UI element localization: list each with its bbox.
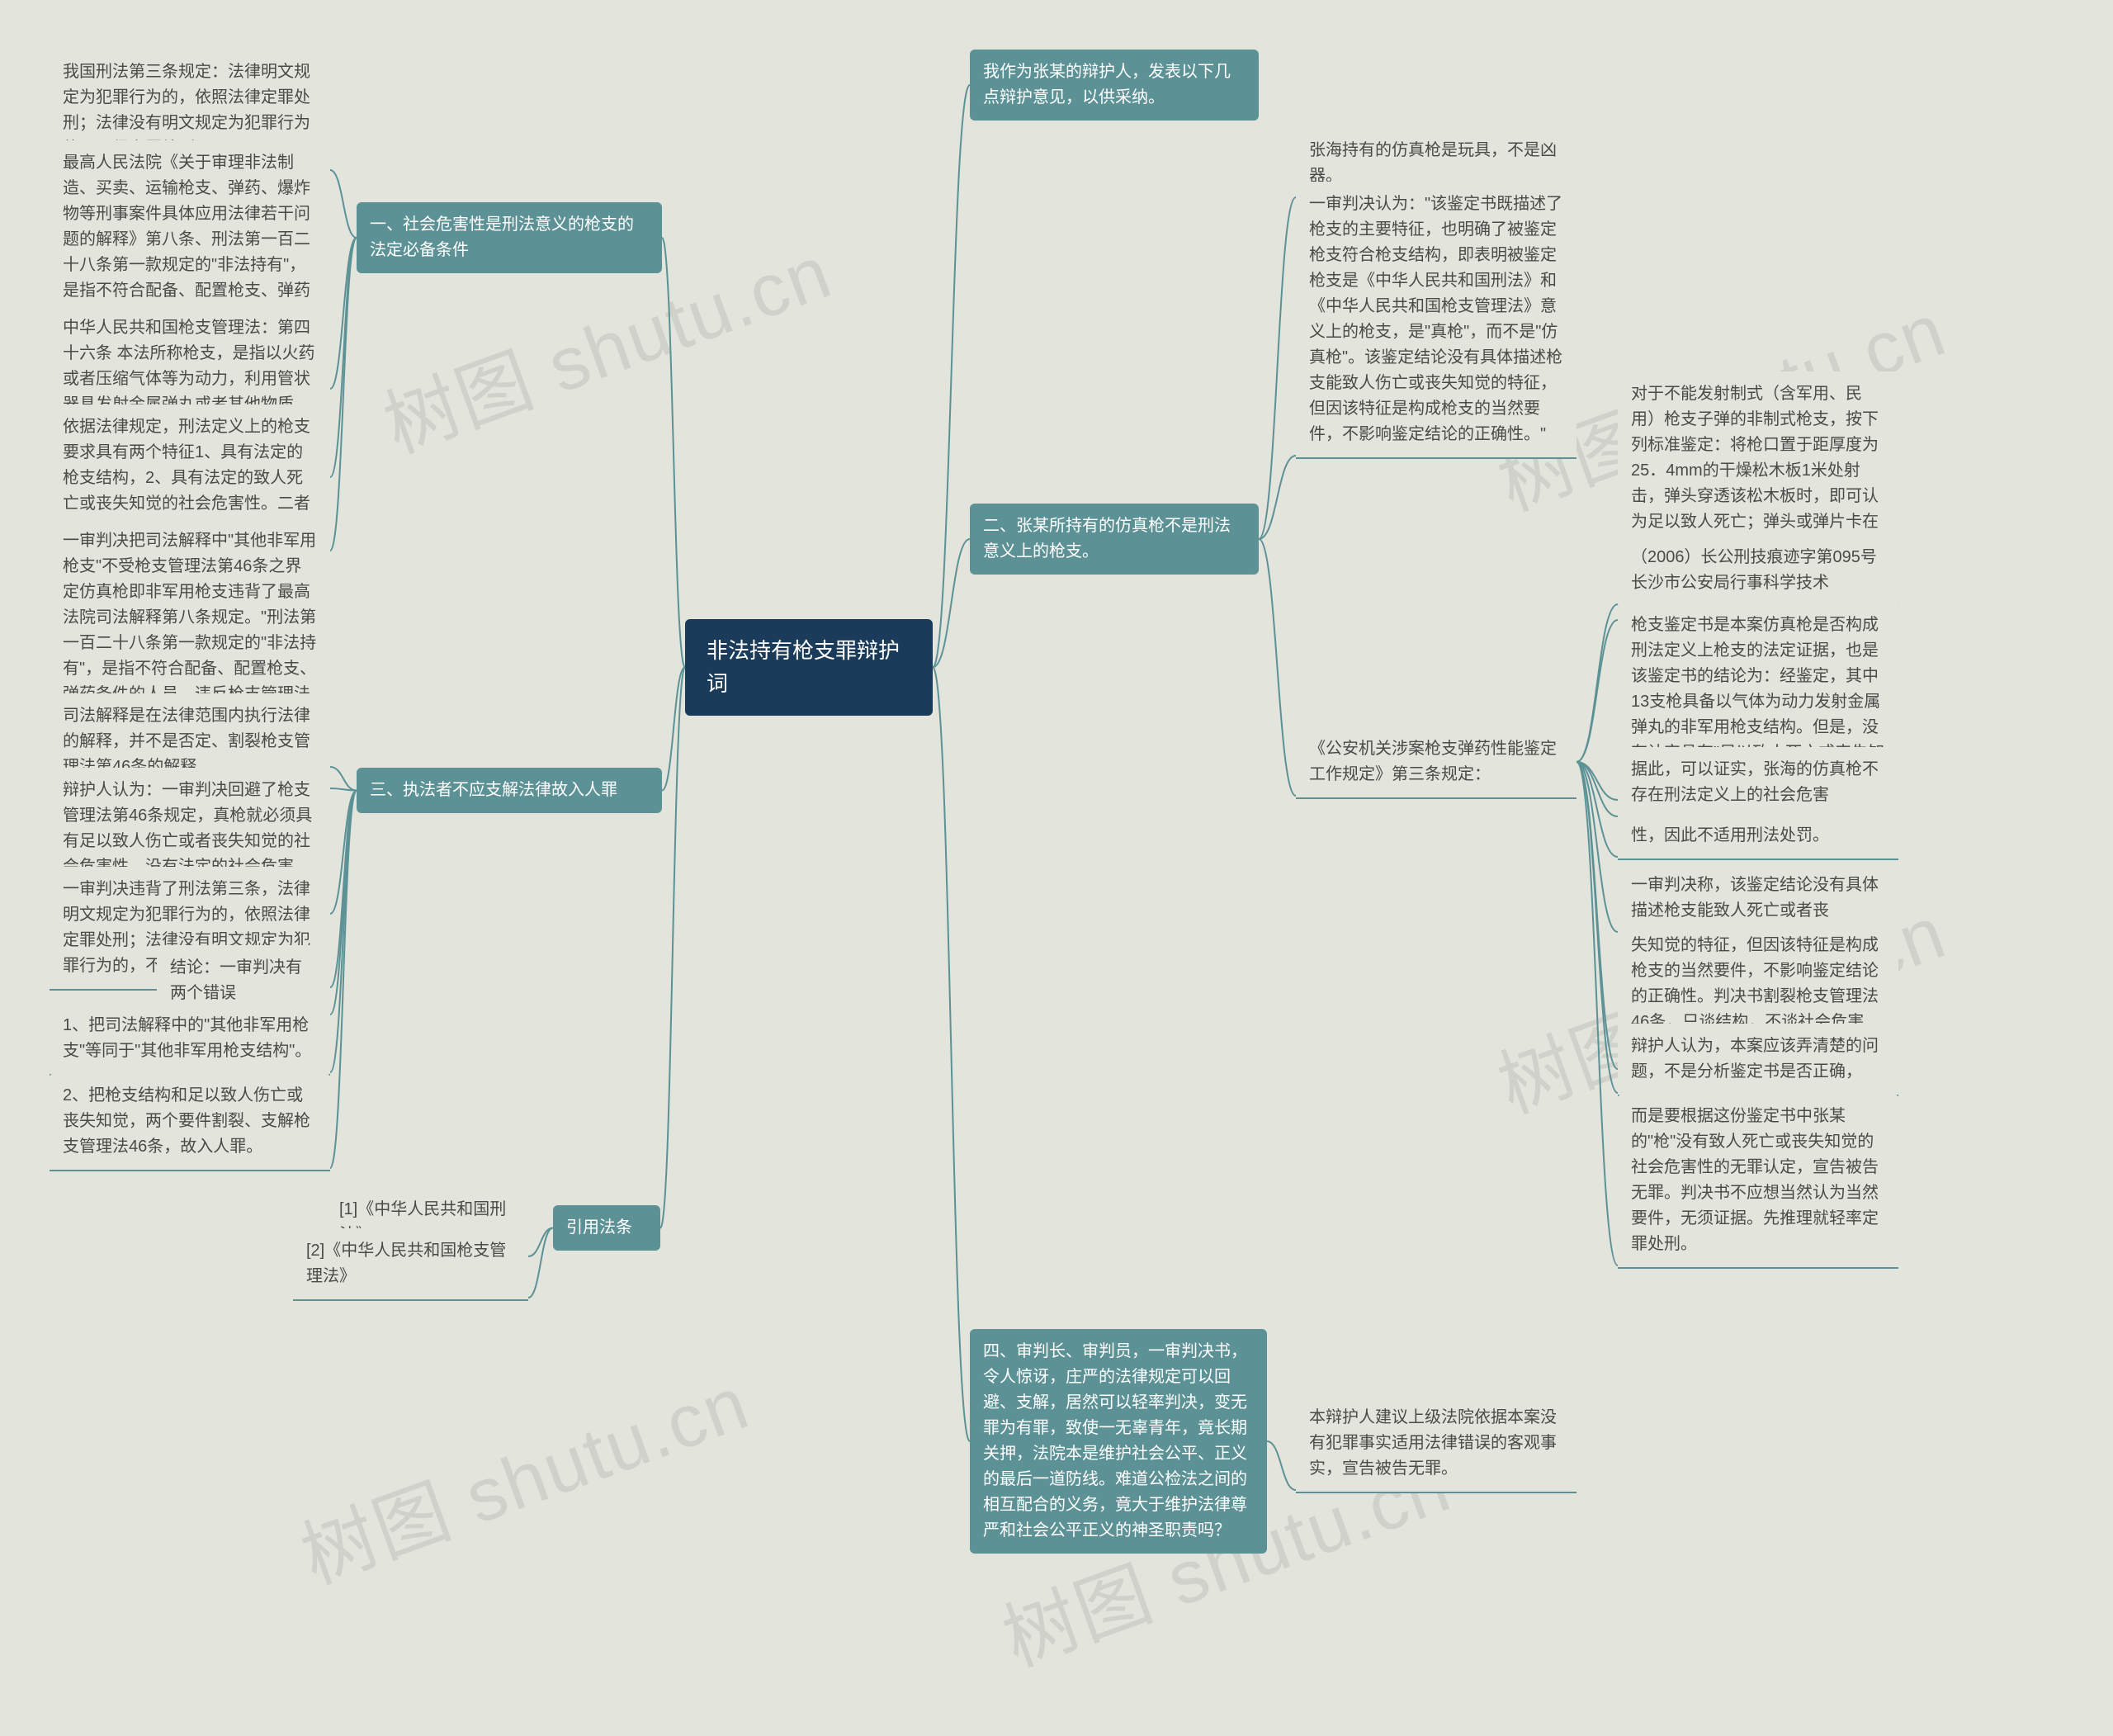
leaf-r2c4: 据此，可以证实，张海的仿真枪不存在刑法定义上的社会危害	[1618, 747, 1898, 818]
leaf-ref-b: [2]《中华人民共和国枪支管理法》	[293, 1228, 528, 1299]
root-node: 非法持有枪支罪辩护词	[685, 619, 933, 716]
leaf-r2c9: 而是要根据这份鉴定书中张某的"枪"没有致人死亡或丧失知觉的社会危害性的无罪认定，…	[1618, 1094, 1898, 1267]
branch-r2: 二、张某所持有的仿真枪不是刑法意义上的枪支。	[970, 504, 1259, 575]
leaf-l3f: 1、把司法解释中的"其他非军用枪支"等同于"其他非军用枪支结构"。	[50, 1003, 330, 1074]
branch-r4: 四、审判长、审判员，一审判决书，令人惊讶，庄严的法律规定可以回避、支解，居然可以…	[970, 1329, 1267, 1554]
leaf-r4a: 本辩护人建议上级法院依据本案没有犯罪事实适用法律错误的客观事实，宣告被告无罪。	[1296, 1395, 1576, 1492]
branch-ref: 引用法条	[553, 1205, 660, 1251]
leaf-r2c5: 性，因此不适用刑法处罚。	[1618, 813, 1898, 859]
leaf-r2c2: （2006）长公刑技痕迹字第095号长沙市公安局行事科学技术	[1618, 535, 1898, 606]
leaf-r2c: 《公安机关涉案枪支弹药性能鉴定工作规定》第三条规定：	[1296, 726, 1576, 797]
leaf-l3g: 2、把枪支结构和足以致人伤亡或丧失知觉，两个要件割裂、支解枪支管理法46条，故入…	[50, 1073, 330, 1170]
leaf-r2c8: 辩护人认为，本案应该弄清楚的问题，不是分析鉴定书是否正确，	[1618, 1024, 1898, 1095]
branch-r0: 我作为张某的辩护人，发表以下几点辩护意见，以供采纳。	[970, 50, 1259, 121]
branch-l1: 一、社会危害性是刑法意义的枪支的法定必备条件	[357, 202, 662, 273]
watermark: 树图 shutu.cn	[285, 1343, 761, 1604]
leaf-r2b: 一审判决认为："该鉴定书既描述了枪支的主要特征，也明确了被鉴定枪支符合枪支结构，…	[1296, 182, 1576, 457]
branch-l3: 三、执法者不应支解法律故入人罪	[357, 768, 662, 813]
